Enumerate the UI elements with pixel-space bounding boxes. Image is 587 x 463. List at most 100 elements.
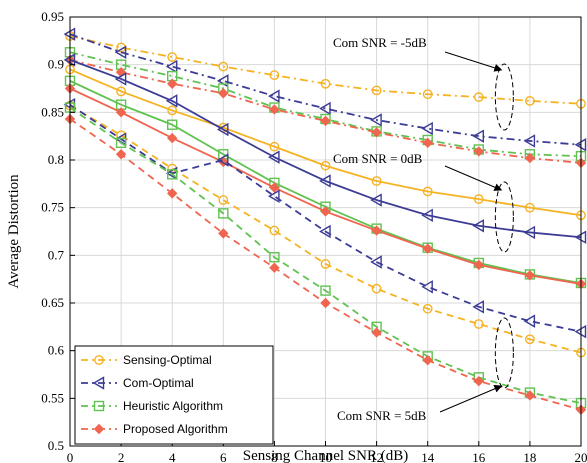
data-point [167,52,178,62]
data-point [269,182,280,193]
data-point [524,152,536,164]
data-point [320,206,331,217]
data-point [422,303,433,314]
data-point [218,88,229,99]
data-point [218,195,229,205]
series-proposed-algorithm-solid [64,83,587,290]
data-point [422,137,433,149]
data-point [523,225,536,240]
data-point [218,61,229,72]
data-point [167,105,178,116]
legend-label: Com-Optimal [123,376,194,390]
y-tick-label: 0.85 [41,104,64,119]
data-point [371,176,382,186]
data-point [116,86,127,97]
x-tick-label: 2 [118,450,125,463]
data-point [165,94,178,108]
data-point [523,134,536,148]
data-point [114,72,127,86]
data-point [473,146,485,157]
data-point [269,225,280,236]
data-point [421,208,433,223]
legend-label: Heuristic Algorithm [123,399,223,413]
x-axis-label: Sensing Channel SNR (dB) [243,448,408,463]
legend-marker [94,355,104,365]
x-tick-label: 14 [421,450,435,463]
data-point [269,70,280,81]
data-point [319,101,331,116]
data-point [524,270,536,281]
legend-box [74,345,274,445]
data-point [319,174,331,188]
y-tick-label: 0.5 [48,438,64,453]
annotation-arrow [439,385,503,413]
data-point [166,188,178,199]
data-point [114,45,127,59]
data-point [268,189,280,203]
legend-marker [92,376,105,390]
x-tick-label: 6 [220,450,227,463]
group-ellipse [494,181,514,253]
tick-labels: 0 2 4 6 8 10 12 14 16 18 20 0.5 0.55 0.6 0.65 0.7 0.75 0.… [41,9,587,463]
data-point [422,354,433,366]
legend-entry: Sensing-Optimal [81,353,212,367]
data-point [524,390,536,401]
data-point [473,375,485,387]
data-point [320,259,331,269]
data-point [218,208,229,219]
series-line [69,106,582,404]
data-point [371,327,382,338]
data-point [268,89,280,103]
data-point [473,194,484,204]
data-point [370,193,382,207]
data-point [525,334,535,345]
data-point [115,149,127,160]
data-point [525,202,535,213]
data-point [421,280,433,294]
data-point [370,113,382,127]
legend-marker [93,423,105,435]
x-tick-label: 12 [370,450,383,463]
data-point [473,319,484,329]
data-point [165,59,178,74]
series-heuristic-algorithm-dashed [64,102,587,409]
data-point [218,228,229,239]
series-line [69,35,582,105]
data-point [319,224,331,239]
legend-marker [93,400,105,412]
annotation-arrow [444,51,503,72]
data-point [166,119,178,130]
data-point [472,129,484,143]
x-tick-label: 4 [169,450,176,463]
data-point [216,153,229,167]
series-layer [63,27,587,415]
data-point [269,262,280,273]
annotations: Com SNR = -5dB Com SNR = 0dB Com SNR = 5dB [333,35,514,423]
group-ellipse [494,63,514,131]
legend-label: Proposed Algorithm [123,422,228,436]
y-tick-label: 0.8 [48,152,64,167]
y-tick-label: 0.55 [41,390,64,405]
data-point [371,283,382,294]
y-tick-label: 0.65 [41,295,64,310]
legend-entry: Heuristic Algorithm [81,399,223,413]
legend-entry: Com-Optimal [81,376,194,390]
x-tick-label: 10 [319,450,332,463]
data-point [269,141,280,152]
data-point [422,89,433,100]
series-line [69,33,582,146]
data-point [320,115,331,127]
series-line [69,103,582,333]
annotation-com-snr: Com SNR = 5dB [337,408,427,423]
legend: Sensing-Optimal Com-Optimal Heuristic Algo… [74,345,274,445]
series-line [69,59,582,164]
data-point [320,297,331,309]
data-point [371,85,382,96]
y-tick-label: 0.95 [41,9,64,24]
data-point [320,285,331,296]
data-point [371,127,382,138]
data-point [472,300,484,314]
data-point [473,259,485,271]
x-tick-label: 18 [523,450,536,463]
